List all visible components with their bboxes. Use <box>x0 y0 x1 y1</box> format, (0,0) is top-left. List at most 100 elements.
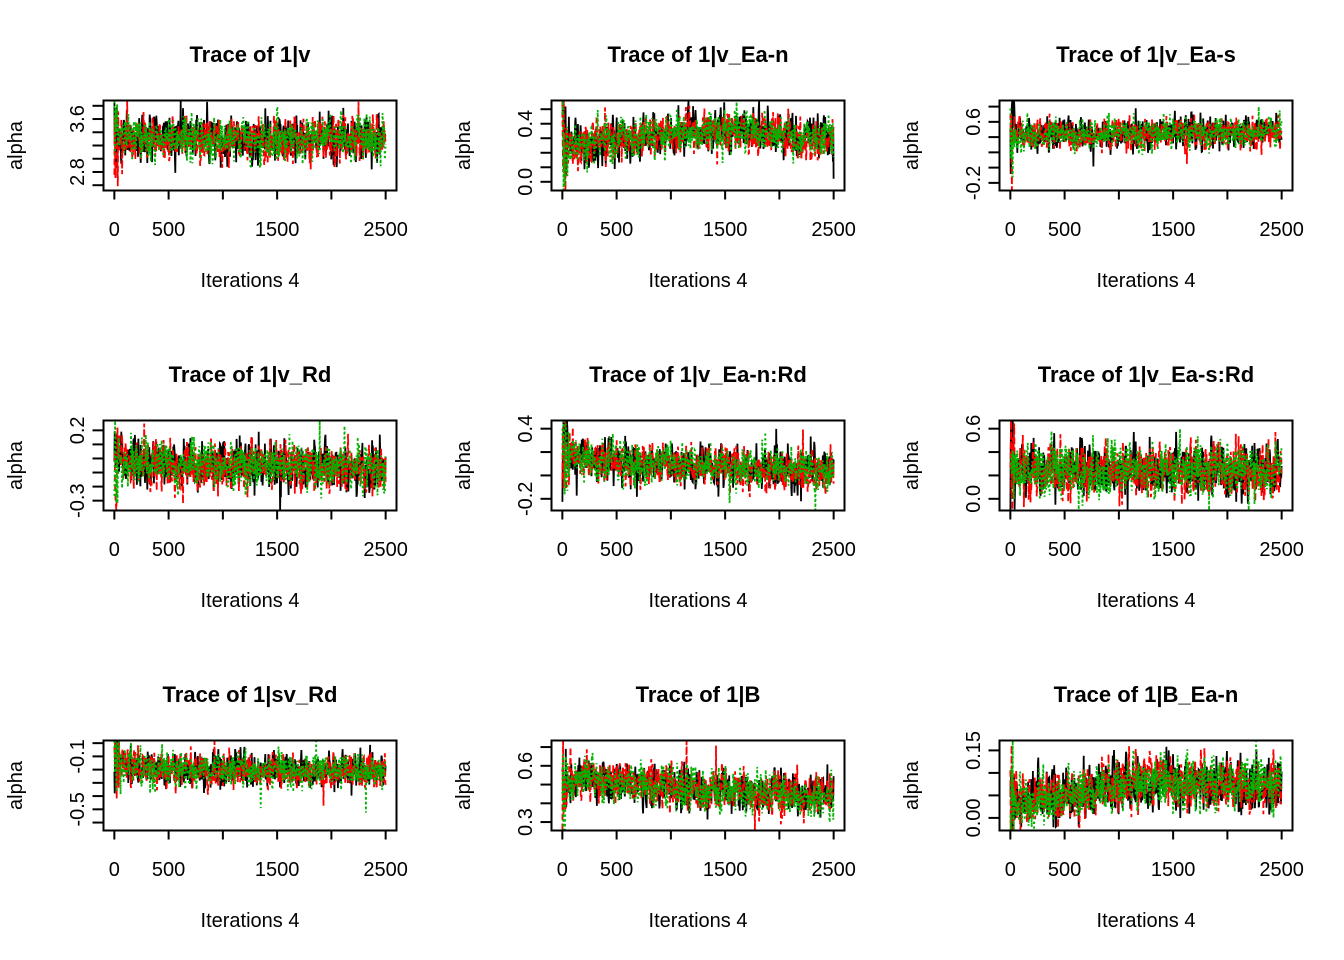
y-tick-label: -0.3 <box>67 483 89 517</box>
x-axis-label: Iterations 4 <box>1097 910 1196 932</box>
y-tick-label: 0.6 <box>963 415 985 443</box>
x-tick-label: 2500 <box>1259 219 1304 241</box>
panel-title: Trace of 1|sv_Rd <box>163 682 338 707</box>
y-axis-label: alpha <box>901 120 923 170</box>
x-axis-label: Iterations 4 <box>649 910 748 932</box>
x-tick-label: 2500 <box>1259 859 1304 881</box>
x-axis-label: Iterations 4 <box>649 590 748 612</box>
y-tick-label: 0.6 <box>515 752 537 780</box>
plot-box <box>998 419 1294 512</box>
x-axis-label: Iterations 4 <box>1097 270 1196 292</box>
panel-title: Trace of 1|v <box>189 42 311 67</box>
trace-chain-2 <box>1009 113 1283 191</box>
y-tick-label: 0.6 <box>963 108 985 136</box>
trace-chain-3 <box>561 752 835 831</box>
panel-title: Trace of 1|v_Ea-n <box>607 42 788 67</box>
x-tick-label: 500 <box>1048 859 1081 881</box>
trace-plot-svg: Trace of 1|v 3.6 2.8 0 500 1500 2500 Iterations… <box>5 42 408 292</box>
x-tick-label: 0 <box>1005 219 1016 241</box>
x-tick-label: 500 <box>1048 539 1081 561</box>
plot-box <box>102 739 398 832</box>
trace-panel-6: Trace of 1|v_Ea-s:Rd 0.6 0.0 0 500 1500 2500 It… <box>896 320 1344 640</box>
y-tick-label: 0.2 <box>67 416 89 444</box>
y-tick-label: -0.1 <box>67 739 89 773</box>
trace-chain-3 <box>113 100 387 169</box>
trace-panel-4: Trace of 1|v_Rd 0.2 -0.3 0 500 1500 2500 Iterat… <box>0 320 448 640</box>
plot-box <box>550 739 846 832</box>
y-tick-label: 0.4 <box>515 415 537 443</box>
x-tick-label: 0 <box>1005 539 1016 561</box>
y-tick-label: 3.6 <box>67 105 89 133</box>
trace-chain-3 <box>561 100 835 191</box>
panel-title: Trace of 1|B_Ea-n <box>1054 682 1239 707</box>
x-tick-label: 1500 <box>255 219 300 241</box>
y-axis-label: alpha <box>453 120 475 170</box>
trace-chain-3 <box>113 740 387 813</box>
trace-plot-svg: Trace of 1|B_Ea-n 0.15 0.00 0 500 1500 2500 Ite… <box>901 682 1304 932</box>
x-tick-label: 500 <box>152 219 185 241</box>
x-axis-label: Iterations 4 <box>201 270 300 292</box>
trace-chain-3 <box>113 420 387 504</box>
plot-box <box>102 99 398 192</box>
y-tick-label: -0.2 <box>963 166 985 200</box>
y-axis-label: alpha <box>453 760 475 810</box>
x-tick-label: 500 <box>600 859 633 881</box>
x-tick-label: 2500 <box>363 219 408 241</box>
y-tick-label: 0.3 <box>515 808 537 836</box>
trace-plot-svg: Trace of 1|sv_Rd -0.1 -0.5 0 500 1500 2500 Iter… <box>5 682 408 932</box>
trace-chain-2 <box>1009 745 1283 831</box>
x-tick-label: 2500 <box>363 539 408 561</box>
y-tick-label: 2.8 <box>67 158 89 186</box>
x-tick-label: 1500 <box>703 859 748 881</box>
trace-chain-3 <box>1009 428 1283 511</box>
y-tick-label: -0.2 <box>515 482 537 516</box>
x-tick-label: 500 <box>600 539 633 561</box>
trace-plot-svg: Trace of 1|v_Ea-s 0.6 -0.2 0 500 1500 2500 Iter… <box>901 42 1304 292</box>
trace-panel-2: Trace of 1|v_Ea-n 0.4 0.0 0 500 1500 2500 Itera… <box>448 0 896 320</box>
trace-plot-svg: Trace of 1|v_Rd 0.2 -0.3 0 500 1500 2500 Iterat… <box>5 362 408 612</box>
y-axis-label: alpha <box>453 440 475 490</box>
x-tick-label: 1500 <box>1151 539 1196 561</box>
y-tick-label: 0.4 <box>515 110 537 138</box>
panel-title: Trace of 1|v_Ea-s:Rd <box>1038 362 1254 387</box>
x-tick-label: 0 <box>557 219 568 241</box>
y-axis-label: alpha <box>5 760 27 810</box>
x-tick-label: 0 <box>1005 859 1016 881</box>
trace-panel-8: Trace of 1|B 0.6 0.3 0 500 1500 2500 Iterations… <box>448 640 896 960</box>
plot-box <box>550 99 846 192</box>
trace-chain-2 <box>561 420 835 498</box>
trace-panel-9: Trace of 1|B_Ea-n 0.15 0.00 0 500 1500 2500 Ite… <box>896 640 1344 960</box>
plot-box <box>102 419 398 512</box>
y-tick-label: -0.5 <box>67 792 89 826</box>
x-tick-label: 2500 <box>811 539 856 561</box>
x-tick-label: 0 <box>557 859 568 881</box>
y-tick-label: 0.15 <box>963 731 985 770</box>
y-axis-label: alpha <box>5 120 27 170</box>
y-tick-label: 0.0 <box>963 485 985 513</box>
x-tick-label: 0 <box>109 859 120 881</box>
trace-plot-svg: Trace of 1|B 0.6 0.3 0 500 1500 2500 Iterations… <box>453 682 856 932</box>
trace-panel-5: Trace of 1|v_Ea-n:Rd 0.4 -0.2 0 500 1500 2500 I… <box>448 320 896 640</box>
x-axis-label: Iterations 4 <box>1097 590 1196 612</box>
y-axis-label: alpha <box>901 440 923 490</box>
x-tick-label: 1500 <box>255 539 300 561</box>
trace-plot-svg: Trace of 1|v_Ea-n 0.4 0.0 0 500 1500 2500 Itera… <box>453 42 856 292</box>
trace-panel-7: Trace of 1|sv_Rd -0.1 -0.5 0 500 1500 2500 Iter… <box>0 640 448 960</box>
x-tick-label: 1500 <box>1151 219 1196 241</box>
panel-title: Trace of 1|B <box>636 682 761 707</box>
x-tick-label: 1500 <box>703 219 748 241</box>
panel-title: Trace of 1|v_Ea-n:Rd <box>589 362 807 387</box>
x-tick-label: 0 <box>109 219 120 241</box>
trace-chain-3 <box>1009 740 1283 831</box>
panel-title: Trace of 1|v_Ea-s <box>1056 42 1236 67</box>
plot-box <box>998 99 1294 192</box>
y-axis-label: alpha <box>5 440 27 490</box>
x-tick-label: 500 <box>152 539 185 561</box>
plot-box <box>550 419 846 512</box>
trace-chain-3 <box>561 420 835 511</box>
panel-title: Trace of 1|v_Rd <box>169 362 332 387</box>
plot-box <box>998 739 1294 832</box>
y-tick-label: 0.00 <box>963 798 985 837</box>
x-tick-label: 500 <box>1048 219 1081 241</box>
